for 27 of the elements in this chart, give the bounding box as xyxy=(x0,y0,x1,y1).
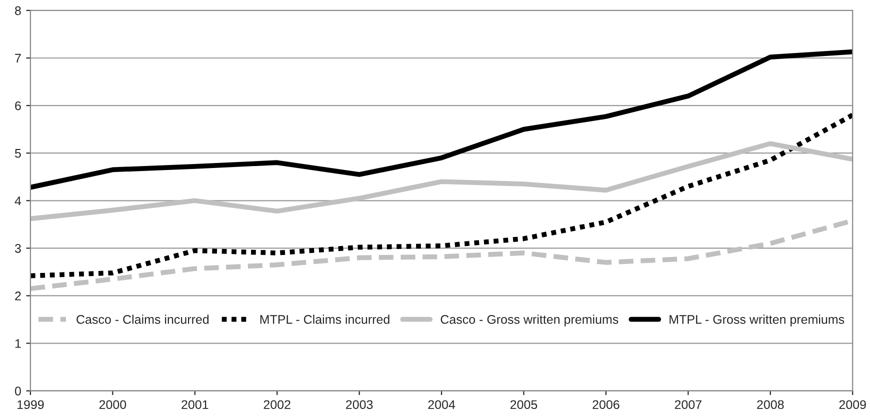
x-tick-label: 2006 xyxy=(592,400,620,410)
legend-label: Casco - Gross written premiums xyxy=(440,314,618,326)
line-series xyxy=(30,49,853,190)
x-tick-label: 2009 xyxy=(839,400,866,410)
y-tick-label: 4 xyxy=(14,196,22,206)
y-tick-label: 1 xyxy=(15,339,21,348)
x-tick-label: 2005 xyxy=(510,400,538,410)
x-tick-label: 2007 xyxy=(674,400,702,410)
x-tick-label: 2002 xyxy=(264,400,290,410)
x-tick-label: 2004 xyxy=(428,400,456,410)
y-tick-label: 8 xyxy=(15,6,21,16)
x-tick-label: 2003 xyxy=(346,400,373,410)
line-series xyxy=(30,141,853,222)
y-tick-label: 5 xyxy=(14,149,21,158)
legend-label: MTPL - Gross written premiums xyxy=(670,314,844,326)
y-tick-label: 7 xyxy=(15,54,21,63)
legend-label: Casco - Claims incurred xyxy=(76,314,209,324)
y-tick-label: 2 xyxy=(15,292,21,300)
y-tick-label: 6 xyxy=(15,101,21,110)
x-tick-label: 1999 xyxy=(18,400,44,410)
y-tick-label: 3 xyxy=(14,244,21,253)
x-tick-label: 2001 xyxy=(182,400,208,410)
x-tick-label: 2008 xyxy=(757,400,784,410)
y-tick-label: 0 xyxy=(14,386,21,396)
legend-label: MTPL - Claims incurred xyxy=(260,314,390,324)
line-series xyxy=(30,112,853,278)
x-tick-label: 2000 xyxy=(99,400,126,410)
